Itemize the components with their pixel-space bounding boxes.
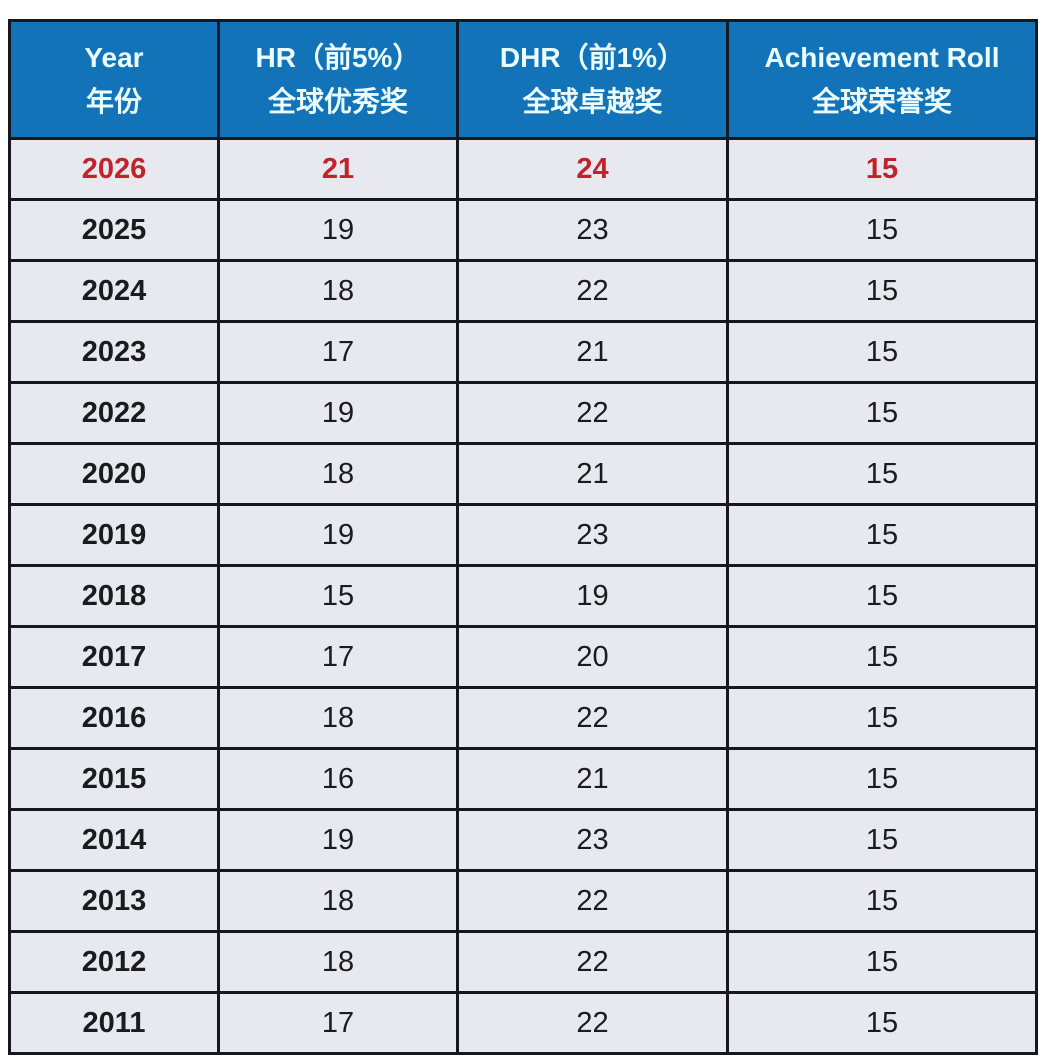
awards-table-wrapper: Year 年份 HR（前5%） 全球优秀奖 DHR（前1%） 全球卓越奖 Ach… xyxy=(8,19,1060,1055)
dhr-value-cell: 24 xyxy=(456,137,729,201)
hr-value-cell: 17 xyxy=(217,991,459,1055)
hr-value-cell: 18 xyxy=(217,442,459,506)
table-row: 2024 18 22 15 xyxy=(8,259,1038,323)
table-row: 2013 18 22 15 xyxy=(8,869,1038,933)
dhr-value-cell: 21 xyxy=(456,747,729,811)
hr-value-cell: 18 xyxy=(217,930,459,994)
hr-value-cell: 21 xyxy=(217,137,459,201)
ar-value-cell: 15 xyxy=(726,564,1038,628)
ar-value-cell: 15 xyxy=(726,686,1038,750)
ar-value-cell: 15 xyxy=(726,198,1038,262)
table-row: 2022 19 22 15 xyxy=(8,381,1038,445)
dhr-value-cell: 22 xyxy=(456,991,729,1055)
year-cell: 2012 xyxy=(8,930,220,994)
year-cell: 2024 xyxy=(8,259,220,323)
column-header-year-zh: 年份 xyxy=(85,85,142,117)
table-row: 2018 15 19 15 xyxy=(8,564,1038,628)
awards-table: Year 年份 HR（前5%） 全球优秀奖 DHR（前1%） 全球卓越奖 Ach… xyxy=(8,19,1038,1055)
dhr-value-cell: 21 xyxy=(456,442,729,506)
column-header-year: Year 年份 xyxy=(8,19,220,140)
ar-value-cell: 15 xyxy=(726,808,1038,872)
hr-value-cell: 18 xyxy=(217,259,459,323)
hr-value-cell: 18 xyxy=(217,686,459,750)
dhr-value-cell: 22 xyxy=(456,259,729,323)
column-header-hr: HR（前5%） 全球优秀奖 xyxy=(217,19,459,140)
ar-value-cell: 15 xyxy=(726,320,1038,384)
hr-value-cell: 17 xyxy=(217,320,459,384)
hr-value-cell: 19 xyxy=(217,503,459,567)
year-cell: 2018 xyxy=(8,564,220,628)
dhr-value-cell: 23 xyxy=(456,503,729,567)
column-header-dhr: DHR（前1%） 全球卓越奖 xyxy=(456,19,729,140)
dhr-value-cell: 22 xyxy=(456,869,729,933)
year-cell: 2020 xyxy=(8,442,220,506)
column-header-year-en: Year xyxy=(84,42,144,74)
ar-value-cell: 15 xyxy=(726,259,1038,323)
year-cell: 2014 xyxy=(8,808,220,872)
year-cell: 2026 xyxy=(8,137,220,201)
dhr-value-cell: 23 xyxy=(456,198,729,262)
dhr-value-cell: 22 xyxy=(456,686,729,750)
header-row: Year 年份 HR（前5%） 全球优秀奖 DHR（前1%） 全球卓越奖 Ach… xyxy=(8,19,1038,140)
year-cell: 2016 xyxy=(8,686,220,750)
column-header-dhr-en: DHR（前1%） xyxy=(499,42,686,74)
ar-value-cell: 15 xyxy=(726,503,1038,567)
hr-value-cell: 18 xyxy=(217,869,459,933)
dhr-value-cell: 22 xyxy=(456,930,729,994)
table-row: 2015 16 21 15 xyxy=(8,747,1038,811)
dhr-value-cell: 21 xyxy=(456,320,729,384)
dhr-value-cell: 22 xyxy=(456,381,729,445)
hr-value-cell: 15 xyxy=(217,564,459,628)
table-row: 2011 17 22 15 xyxy=(8,991,1038,1055)
ar-value-cell: 15 xyxy=(726,625,1038,689)
table-row: 2025 19 23 15 xyxy=(8,198,1038,262)
year-cell: 2015 xyxy=(8,747,220,811)
ar-value-cell: 15 xyxy=(726,442,1038,506)
table-header: Year 年份 HR（前5%） 全球优秀奖 DHR（前1%） 全球卓越奖 Ach… xyxy=(8,19,1038,140)
column-header-ar-zh: 全球荣誉奖 xyxy=(811,85,952,117)
table-row: 2020 18 21 15 xyxy=(8,442,1038,506)
year-cell: 2023 xyxy=(8,320,220,384)
table-row: 2017 17 20 15 xyxy=(8,625,1038,689)
hr-value-cell: 19 xyxy=(217,381,459,445)
column-header-hr-zh: 全球优秀奖 xyxy=(267,85,408,117)
hr-value-cell: 17 xyxy=(217,625,459,689)
table-row: 2019 19 23 15 xyxy=(8,503,1038,567)
ar-value-cell: 15 xyxy=(726,381,1038,445)
table-row: 2026 21 24 15 xyxy=(8,137,1038,201)
column-header-achievement-roll: Achievement Roll 全球荣誉奖 xyxy=(726,19,1038,140)
hr-value-cell: 19 xyxy=(217,198,459,262)
table-row: 2023 17 21 15 xyxy=(8,320,1038,384)
year-cell: 2017 xyxy=(8,625,220,689)
table-row: 2014 19 23 15 xyxy=(8,808,1038,872)
column-header-hr-en: HR（前5%） xyxy=(255,42,421,74)
dhr-value-cell: 19 xyxy=(456,564,729,628)
hr-value-cell: 19 xyxy=(217,808,459,872)
year-cell: 2025 xyxy=(8,198,220,262)
table-body: 2026 21 24 15 2025 19 23 15 2024 18 22 15 2023 17 21 15… xyxy=(8,137,1038,1055)
ar-value-cell: 15 xyxy=(726,930,1038,994)
ar-value-cell: 15 xyxy=(726,869,1038,933)
year-cell: 2019 xyxy=(8,503,220,567)
column-header-dhr-zh: 全球卓越奖 xyxy=(522,85,663,117)
ar-value-cell: 15 xyxy=(726,137,1038,201)
year-cell: 2013 xyxy=(8,869,220,933)
ar-value-cell: 15 xyxy=(726,747,1038,811)
table-row: 2016 18 22 15 xyxy=(8,686,1038,750)
dhr-value-cell: 23 xyxy=(456,808,729,872)
ar-value-cell: 15 xyxy=(726,991,1038,1055)
column-header-ar-en: Achievement Roll xyxy=(764,42,1000,74)
table-row: 2012 18 22 15 xyxy=(8,930,1038,994)
year-cell: 2022 xyxy=(8,381,220,445)
dhr-value-cell: 20 xyxy=(456,625,729,689)
year-cell: 2011 xyxy=(8,991,220,1055)
hr-value-cell: 16 xyxy=(217,747,459,811)
